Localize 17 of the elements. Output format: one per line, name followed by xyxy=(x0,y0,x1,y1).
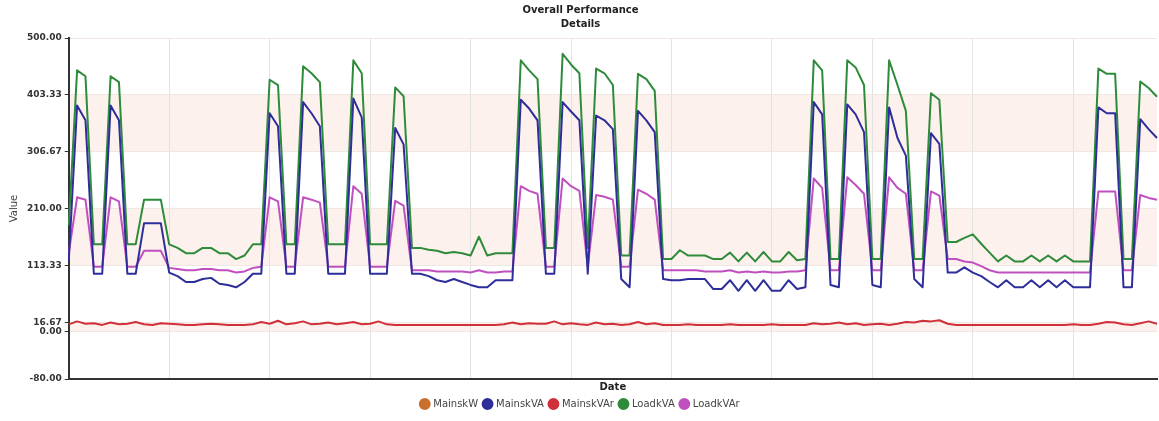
y-tick-label: -80.00 xyxy=(29,373,62,384)
chart-title: Overall Performance xyxy=(522,3,639,15)
y-tick-label: 500.00 xyxy=(27,32,62,43)
legend-label: MainskW xyxy=(433,397,479,409)
y-tick-label: 16.67 xyxy=(33,316,62,327)
y-tick-label: 210.00 xyxy=(27,202,62,213)
y-tick-label: 306.67 xyxy=(27,146,62,157)
y-tick-label: 113.33 xyxy=(27,259,62,270)
legend-label: MainskVAr xyxy=(561,397,615,409)
y-axis-title: Value xyxy=(7,194,19,223)
legend-label: MainskVA xyxy=(496,397,545,409)
x-axis-title: Date xyxy=(599,380,627,392)
y-tick-label: 403.33 xyxy=(27,89,62,100)
legend-label: LoadkVAr xyxy=(692,397,741,409)
legend-label: LoadkVA xyxy=(631,397,675,409)
chart-subtitle: Details xyxy=(560,17,601,29)
y-tick-label: 0.00 xyxy=(39,326,62,337)
